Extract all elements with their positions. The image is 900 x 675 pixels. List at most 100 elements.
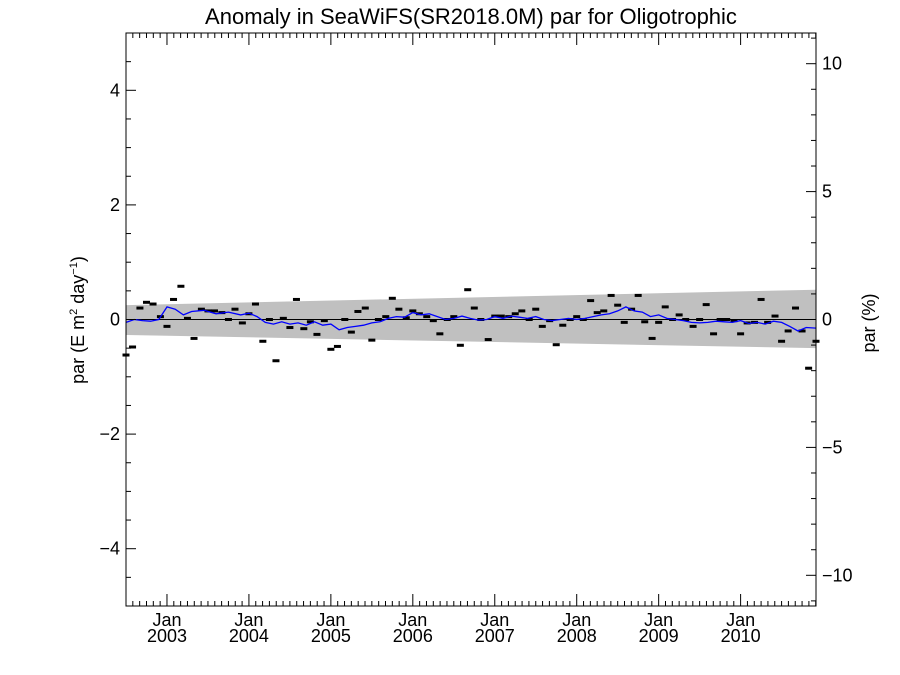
anomaly-marker (716, 318, 724, 321)
x-tick-year-label: 2006 (393, 626, 433, 646)
y-right-tick-label: −5 (822, 437, 843, 457)
anomaly-marker (320, 319, 328, 323)
anomaly-marker (341, 318, 349, 321)
anomaly-marker (702, 303, 710, 307)
anomaly-marker (634, 293, 642, 297)
anomaly-marker (347, 330, 355, 334)
anomaly-marker (313, 332, 321, 336)
anomaly-marker (614, 303, 622, 307)
anomaly-marker (778, 339, 786, 343)
anomaly-marker (723, 318, 731, 321)
anomaly-marker (306, 320, 314, 324)
y-axis-left-label-suffix: ) (68, 256, 88, 262)
y-axis-left-label-prefix: par (E m (68, 315, 88, 384)
y-axis-left-label: par (E m2 day−1) (68, 256, 88, 384)
anomaly-marker (224, 318, 232, 321)
y-axis-right-label: par (%) (859, 293, 879, 352)
anomaly-marker (730, 319, 738, 323)
anomaly-marker (142, 300, 150, 304)
anomaly-marker (272, 359, 280, 363)
anomaly-marker (511, 312, 519, 316)
anomaly-marker (532, 307, 540, 311)
anomaly-marker (805, 366, 813, 370)
anomaly-marker (689, 324, 697, 328)
anomaly-marker (333, 344, 341, 348)
anomaly-marker (792, 306, 800, 310)
anomaly-marker (292, 297, 300, 301)
x-tick-year-label: 2010 (721, 626, 761, 646)
anomaly-marker (737, 332, 745, 336)
anomaly-marker (231, 307, 239, 311)
anomaly-marker (464, 288, 472, 292)
anomaly-marker (354, 309, 362, 313)
anomaly-marker (163, 324, 171, 328)
anomaly-marker (238, 321, 246, 325)
anomaly-marker (327, 347, 335, 351)
anomaly-marker (518, 309, 526, 313)
anomaly-marker (620, 320, 628, 324)
x-tick-year-label: 2004 (229, 626, 269, 646)
x-tick-month-label: Jan (316, 610, 345, 630)
anomaly-marker (423, 315, 431, 319)
y-right-tick-label: 10 (822, 54, 842, 74)
x-tick-month-label: Jan (726, 610, 755, 630)
anomaly-marker (368, 338, 376, 342)
anomaly-marker (566, 318, 574, 321)
y-right-tick-label: −10 (822, 565, 853, 585)
anomaly-marker (450, 315, 458, 319)
anomaly-marker (600, 309, 608, 313)
x-tick-year-label: 2007 (475, 626, 515, 646)
anomaly-marker (136, 306, 144, 310)
anomaly-marker (559, 323, 567, 327)
plot-area (122, 284, 820, 370)
anomaly-marker (579, 318, 587, 321)
anomaly-marker (374, 318, 382, 321)
anomaly-marker (655, 320, 663, 324)
axes: −4−2024−10−50510Jan2003Jan2004Jan2005Jan… (99, 32, 853, 646)
anomaly-marker (251, 302, 259, 306)
x-tick-month-label: Jan (480, 610, 509, 630)
y-axis-left-label-middle: day (68, 275, 88, 309)
anomaly-marker (286, 326, 294, 330)
x-tick-month-label: Jan (562, 610, 591, 630)
chart-title: Anomaly in SeaWiFS(SR2018.0M) par for Ol… (205, 4, 737, 29)
y-left-tick-label: −4 (99, 539, 120, 559)
x-tick-month-label: Jan (234, 610, 263, 630)
anomaly-marker (429, 319, 437, 323)
anomaly-marker (764, 320, 772, 324)
anomaly-marker (265, 318, 273, 321)
anomaly-marker (682, 318, 690, 321)
anomaly-marker (607, 293, 615, 297)
x-tick-month-label: Jan (152, 610, 181, 630)
anomaly-marker (409, 309, 417, 313)
anomaly-marker (170, 297, 178, 301)
y-left-tick-label: −2 (99, 424, 120, 444)
anomaly-marker (395, 307, 403, 311)
anomaly-marker (279, 316, 287, 320)
y-left-tick-label: 2 (110, 195, 120, 215)
anomaly-marker (525, 318, 533, 321)
y-left-tick-label: 4 (110, 80, 120, 100)
x-tick-year-label: 2009 (639, 626, 679, 646)
y-right-tick-label: 5 (822, 182, 832, 202)
anomaly-marker (190, 336, 198, 340)
anomaly-marker (648, 336, 656, 340)
anomaly-marker (641, 320, 649, 324)
y-left-tick-label: 0 (110, 310, 120, 330)
anomaly-marker (798, 329, 806, 333)
anomaly-marker (183, 316, 191, 320)
y-right-tick-label: 0 (822, 310, 832, 330)
x-tick-year-label: 2008 (557, 626, 597, 646)
anomaly-marker (757, 297, 765, 301)
y-axis-left-label-sup1: 2 (68, 309, 80, 315)
anomaly-marker (211, 309, 219, 313)
anomaly-marker (710, 332, 718, 336)
anomaly-marker (456, 343, 464, 347)
anomaly-marker (696, 318, 704, 321)
x-tick-month-label: Jan (644, 610, 673, 630)
anomaly-marker (538, 324, 546, 328)
anomaly-marker (382, 315, 390, 319)
running-mean-line (125, 306, 817, 332)
anomaly-marker (573, 315, 581, 319)
anomaly-marker (661, 305, 669, 309)
